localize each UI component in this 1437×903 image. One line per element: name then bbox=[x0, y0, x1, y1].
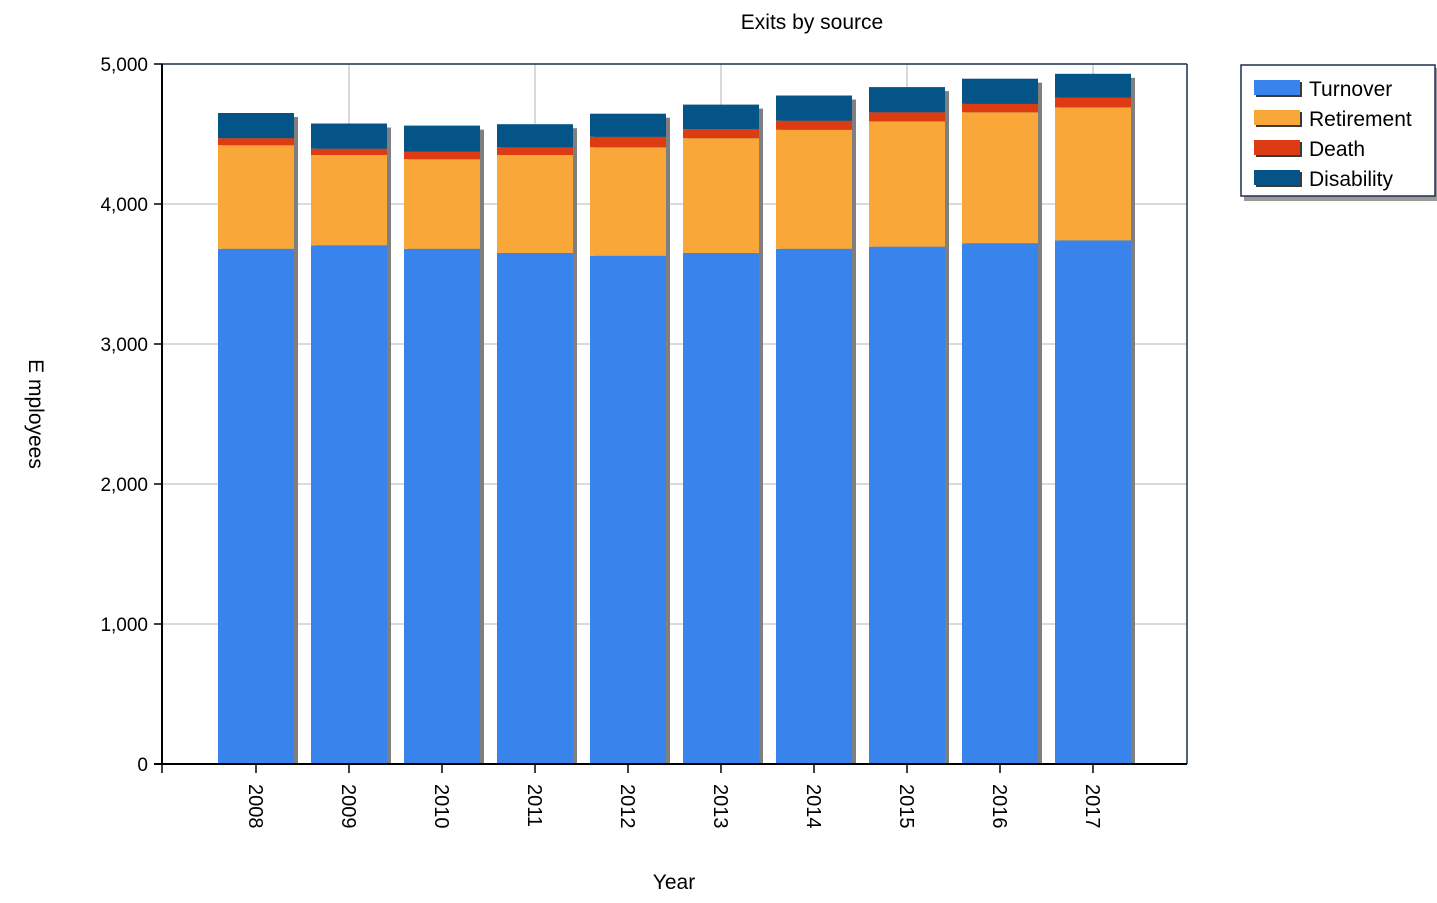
bar-death-2015 bbox=[869, 112, 945, 122]
y-tick-label: 4,000 bbox=[100, 195, 148, 216]
bar-retirement-2017 bbox=[1055, 107, 1131, 241]
bar-retirement-2008 bbox=[218, 145, 294, 249]
x-tick-label: 2013 bbox=[709, 784, 731, 829]
x-tick-label: 2009 bbox=[337, 784, 359, 829]
bar-turnover-2012 bbox=[590, 255, 666, 765]
legend-swatch-death bbox=[1254, 140, 1300, 155]
bar-turnover-2009 bbox=[311, 245, 387, 765]
bar-death-2008 bbox=[218, 138, 294, 146]
y-tick-label: 1,000 bbox=[100, 615, 148, 636]
bar-retirement-2012 bbox=[590, 147, 666, 256]
bar-death-2017 bbox=[1055, 97, 1131, 108]
bar-disability-2016 bbox=[962, 78, 1038, 104]
bar-disability-2015 bbox=[869, 87, 945, 113]
bar-death-2011 bbox=[497, 147, 573, 155]
bar-retirement-2009 bbox=[311, 155, 387, 246]
y-tick-label: 0 bbox=[137, 755, 148, 776]
bar-turnover-2010 bbox=[404, 248, 480, 765]
bar-disability-2014 bbox=[776, 95, 852, 121]
bars bbox=[218, 73, 1135, 765]
x-tick-label: 2015 bbox=[895, 784, 917, 829]
legend-swatch-retirement bbox=[1254, 110, 1300, 125]
y-axis-label: E mployees bbox=[24, 359, 47, 469]
legend-swatch-turnover bbox=[1254, 80, 1300, 95]
bar-turnover-2013 bbox=[683, 253, 759, 764]
bar-death-2012 bbox=[590, 136, 666, 148]
chart-title: Exits by source bbox=[741, 11, 883, 34]
bar-turnover-2015 bbox=[869, 246, 945, 764]
x-axis-label: Year bbox=[653, 871, 695, 894]
legend-swatch-disability bbox=[1254, 170, 1300, 185]
bar-retirement-2010 bbox=[404, 159, 480, 249]
bar-retirement-2015 bbox=[869, 121, 945, 247]
bar-disability-2011 bbox=[497, 124, 573, 148]
x-tick-label: 2008 bbox=[244, 784, 266, 829]
bar-death-2014 bbox=[776, 120, 852, 130]
bar-disability-2008 bbox=[218, 113, 294, 139]
bar-death-2016 bbox=[962, 103, 1038, 113]
bar-disability-2012 bbox=[590, 113, 666, 137]
bar-disability-2013 bbox=[683, 104, 759, 130]
bar-turnover-2017 bbox=[1055, 240, 1131, 764]
bar-turnover-2016 bbox=[962, 243, 1038, 764]
legend: Turnover Retirement Death Disability bbox=[1240, 64, 1437, 201]
axes: 0 1,000 2,000 3,000 4,000 5,000 2008 2009 2010 20… bbox=[100, 55, 1188, 829]
x-tick-label: 2017 bbox=[1081, 784, 1103, 829]
x-tick-label: 2011 bbox=[523, 784, 545, 827]
legend-label-retirement: Retirement bbox=[1309, 108, 1412, 131]
bar-turnover-2011 bbox=[497, 253, 573, 764]
bar-turnover-2008 bbox=[218, 248, 294, 765]
x-tick-label: 2012 bbox=[616, 784, 638, 829]
x-tick-label: 2016 bbox=[988, 784, 1010, 829]
bar-death-2013 bbox=[683, 129, 759, 139]
bar-turnover-2014 bbox=[776, 248, 852, 765]
bar-retirement-2014 bbox=[776, 129, 852, 249]
bar-retirement-2011 bbox=[497, 155, 573, 253]
x-tick-label: 2014 bbox=[802, 784, 824, 829]
bar-disability-2009 bbox=[311, 123, 387, 149]
bar-retirement-2016 bbox=[962, 112, 1038, 244]
bar-retirement-2013 bbox=[683, 138, 759, 253]
bar-death-2009 bbox=[311, 148, 387, 155]
x-tick-label: 2010 bbox=[430, 784, 452, 829]
bar-disability-2017 bbox=[1055, 73, 1131, 98]
y-tick-label: 2,000 bbox=[100, 475, 148, 496]
legend-label-turnover: Turnover bbox=[1309, 78, 1392, 101]
y-tick-label: 3,000 bbox=[100, 335, 148, 356]
bar-disability-2010 bbox=[404, 125, 480, 152]
legend-label-death: Death bbox=[1309, 138, 1365, 161]
y-tick-label: 5,000 bbox=[100, 55, 148, 76]
bar-death-2010 bbox=[404, 151, 480, 160]
legend-label-disability: Disability bbox=[1309, 168, 1394, 191]
